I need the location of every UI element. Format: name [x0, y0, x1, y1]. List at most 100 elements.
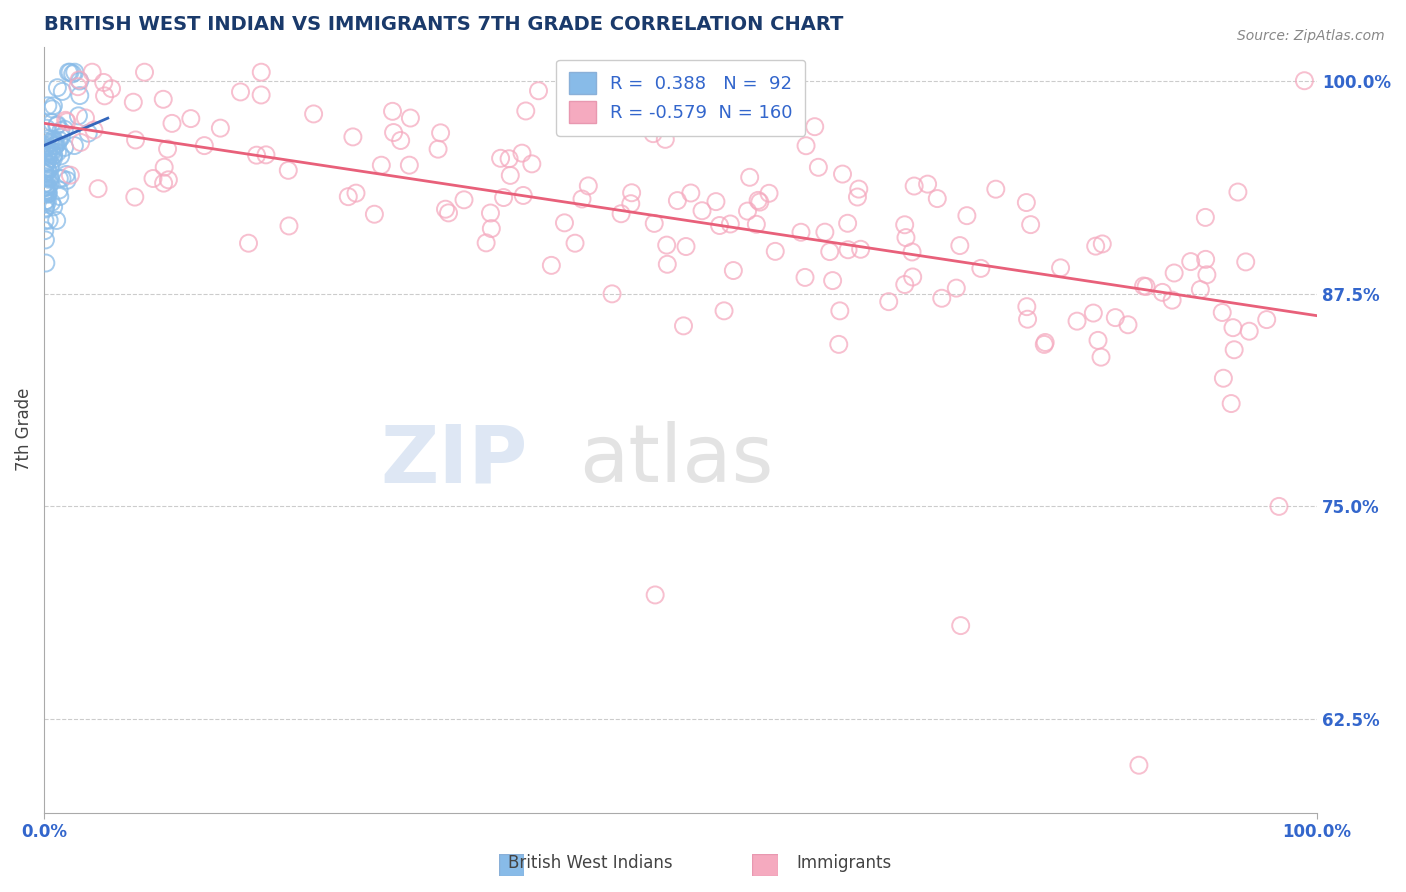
Point	[399, 111, 422, 125]
Point	[34, 134, 56, 148]
Point	[37, 179, 59, 194]
Point	[702, 103, 724, 117]
Point	[1180, 254, 1202, 268]
Point	[807, 161, 830, 175]
Point	[41, 145, 63, 159]
Point	[157, 173, 180, 187]
Point	[794, 138, 817, 153]
Point	[254, 148, 277, 162]
Point	[63, 65, 86, 79]
Point	[1033, 337, 1056, 351]
Point	[803, 120, 825, 134]
Point	[1195, 252, 1218, 267]
Point	[763, 244, 786, 259]
Point	[1116, 318, 1139, 332]
Point	[1294, 73, 1316, 87]
Point	[34, 213, 56, 227]
Point	[38, 177, 60, 191]
Point	[37, 161, 59, 176]
Point	[790, 225, 813, 239]
Point	[35, 121, 58, 136]
Point	[38, 172, 60, 186]
Point	[278, 219, 301, 233]
Point	[453, 193, 475, 207]
Point	[34, 194, 56, 208]
Point	[1234, 255, 1257, 269]
Point	[34, 166, 56, 180]
Point	[848, 182, 870, 196]
Point	[34, 161, 56, 175]
Point	[93, 88, 115, 103]
Point	[849, 242, 872, 256]
Point	[917, 177, 939, 191]
Point	[48, 171, 70, 186]
Point	[34, 201, 56, 215]
Point	[82, 65, 104, 79]
Point	[35, 194, 58, 208]
Point	[152, 92, 174, 106]
Point	[337, 189, 360, 203]
Point	[51, 84, 73, 98]
Point	[1084, 239, 1107, 253]
Point	[35, 183, 58, 197]
Text: British West Indians: British West Indians	[508, 855, 673, 872]
Point	[69, 136, 91, 150]
Point	[1104, 310, 1126, 325]
Point	[679, 186, 702, 200]
Point	[837, 243, 859, 257]
Point	[1132, 279, 1154, 293]
Y-axis label: 7th Grade: 7th Grade	[15, 388, 32, 472]
Point	[39, 161, 62, 176]
Point	[39, 171, 62, 186]
Point	[56, 173, 79, 187]
Point	[738, 170, 761, 185]
Point	[66, 79, 89, 94]
Point	[527, 84, 550, 98]
Point	[34, 177, 56, 191]
Point	[970, 261, 993, 276]
Text: Immigrants: Immigrants	[796, 855, 891, 872]
Point	[122, 95, 145, 110]
Point	[1091, 236, 1114, 251]
Point	[846, 190, 869, 204]
Point	[949, 238, 972, 252]
Point	[42, 99, 65, 113]
Text: BRITISH WEST INDIAN VS IMMIGRANTS 7TH GRADE CORRELATION CHART: BRITISH WEST INDIAN VS IMMIGRANTS 7TH GR…	[44, 15, 844, 34]
Point	[818, 244, 841, 259]
Point	[381, 104, 404, 119]
Point	[1019, 218, 1042, 232]
Point	[53, 140, 76, 154]
Point	[1033, 335, 1056, 350]
Point	[69, 74, 91, 88]
Point	[745, 217, 768, 231]
Point	[1222, 320, 1244, 334]
Point	[93, 75, 115, 89]
Point	[1017, 312, 1039, 326]
Point	[37, 164, 59, 178]
Point	[643, 216, 665, 230]
Point	[35, 181, 58, 195]
Point	[160, 116, 183, 130]
Point	[747, 194, 769, 208]
Point	[100, 81, 122, 95]
Point	[475, 235, 498, 250]
Point	[1195, 268, 1218, 282]
Point	[956, 209, 979, 223]
Point	[655, 238, 678, 252]
Point	[44, 134, 66, 148]
Point	[737, 204, 759, 219]
Point	[42, 200, 65, 214]
Point	[83, 123, 105, 137]
Point	[37, 186, 59, 201]
Point	[1163, 266, 1185, 280]
Point	[46, 145, 69, 160]
Point	[363, 207, 385, 221]
Point	[34, 233, 56, 247]
Point	[153, 160, 176, 174]
Point	[1268, 500, 1291, 514]
Point	[45, 119, 67, 133]
Point	[75, 111, 97, 125]
Point	[48, 133, 70, 147]
Point	[398, 158, 420, 172]
Point	[1015, 300, 1038, 314]
